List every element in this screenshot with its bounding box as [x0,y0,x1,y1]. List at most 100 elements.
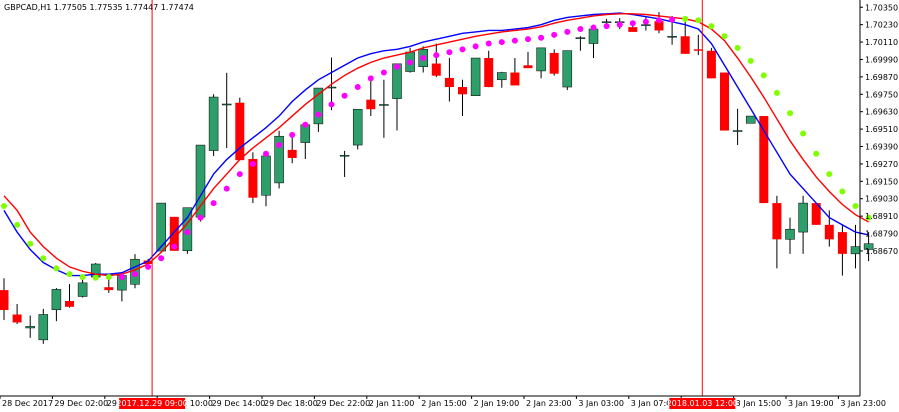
candle-body-65 [850,246,861,255]
signal-dot-58 [760,72,767,79]
signal-dot-31 [407,59,414,66]
candle-body-49 [641,24,651,26]
x-tick-label-12: 3 Jan 07:00 [631,399,677,408]
ma-fast-line [3,12,869,277]
y-tick-label-3: 1.69990 [865,55,898,64]
y-tick-label-7: 1.69510 [865,125,898,134]
signal-dot-59 [773,89,780,96]
signal-dot-52 [682,15,689,22]
signal-dot-25 [328,101,335,108]
signal-dot-1 [14,221,21,228]
signal-dot-29 [380,69,387,76]
event-tag-bg-1 [669,398,736,409]
candle-body-12 [156,202,166,252]
candle-body-11 [143,260,153,264]
y-tick-label-8: 1.69390 [865,143,898,152]
signal-dot-48 [629,20,636,27]
candle-body-37 [484,58,494,88]
candle-body-35 [458,87,467,95]
signal-dot-21 [276,142,283,149]
candle-body-38 [497,72,507,81]
candle-body-56 [732,130,743,132]
y-tick-label-5: 1.69750 [865,90,898,99]
signal-dot-37 [485,40,492,47]
y-tick-label-11: 1.69030 [865,195,898,204]
candle-body-64 [837,232,847,254]
signal-dot-15 [197,214,204,221]
x-tick-label-15: 3 Jan 19:00 [788,399,834,408]
x-tick-label-3: 29 Dec 10:00 [159,399,213,408]
chart-header: GBPCAD,H1 1.77505 1.77535 1.77447 1.7747… [4,3,194,12]
candle-body-19 [248,158,258,198]
signal-dot-14 [184,229,191,236]
y-tick-label-12: 1.68910 [865,212,898,221]
signal-dot-33 [433,52,440,59]
signal-dot-45 [590,24,597,31]
signal-dot-12 [158,255,165,262]
candle-body-54 [706,50,716,79]
candle-body-40 [523,65,533,69]
signal-dot-30 [394,63,400,70]
signal-dot-64 [839,188,846,195]
y-tick-label-6: 1.69630 [865,108,898,117]
y-tick-label-2: 1.70110 [865,38,898,47]
signal-dot-36 [472,43,479,50]
signal-dot-16 [210,200,217,207]
signal-dot-39 [511,37,518,44]
signal-dot-0 [1,202,7,209]
x-tick-label-7: 2 Jan 11:00 [369,399,415,408]
event-tag-label-0: 2017.12.29 09:00 [116,399,187,408]
signal-dot-19 [249,160,256,167]
signal-dot-50 [656,17,662,24]
signal-dot-46 [603,23,610,30]
signal-dot-61 [800,130,807,137]
candle-body-36 [470,57,481,96]
candle-body-29 [379,104,389,106]
signal-dot-65 [852,202,859,209]
signal-dot-3 [40,255,47,262]
signal-dot-49 [642,18,649,25]
signal-dot-54 [708,23,715,30]
candle-body-43 [562,50,573,88]
candle-body-50 [654,21,664,31]
signal-dot-5 [66,271,73,278]
signal-dot-8 [105,274,112,281]
y-tick-label-0: 1.70350 [865,3,898,12]
signal-dot-41 [538,34,545,41]
candle-body-66 [863,243,874,250]
candle-body-51 [667,36,677,38]
signal-dot-62 [813,150,820,157]
signal-dot-51 [669,16,676,23]
candle-body-13 [169,216,179,251]
signal-dot-63 [826,171,833,178]
candle-body-63 [824,224,834,240]
candle-body-27 [352,108,363,146]
signal-dot-44 [577,26,584,33]
y-tick-label-10: 1.69150 [865,177,898,186]
candle-body-6 [77,282,88,297]
signal-dot-34 [446,49,453,56]
candle-body-4 [51,289,62,310]
y-tick-label-13: 1.68790 [865,230,898,239]
y-tick-label-9: 1.69270 [865,160,898,169]
signal-dot-24 [315,111,322,118]
candle-body-44 [575,37,586,39]
candle-body-46 [601,21,612,24]
candle-body-45 [588,28,599,44]
candle-body-41 [536,47,546,72]
signal-dot-6 [79,274,86,281]
candle-body-22 [287,149,297,158]
y-tick-label-4: 1.69870 [865,73,898,82]
signal-dot-38 [498,39,505,46]
signal-dot-60 [787,110,793,117]
y-tick-label-14: 1.68670 [865,247,898,256]
candle-body-21 [274,135,284,184]
signal-dot-2 [27,240,34,247]
candle-body-5 [65,300,74,307]
signal-dot-22 [289,131,296,138]
x-tick-label-1: 29 Dec 02:00 [54,399,108,408]
candle-body-16 [208,96,219,151]
signal-dot-40 [525,36,531,43]
